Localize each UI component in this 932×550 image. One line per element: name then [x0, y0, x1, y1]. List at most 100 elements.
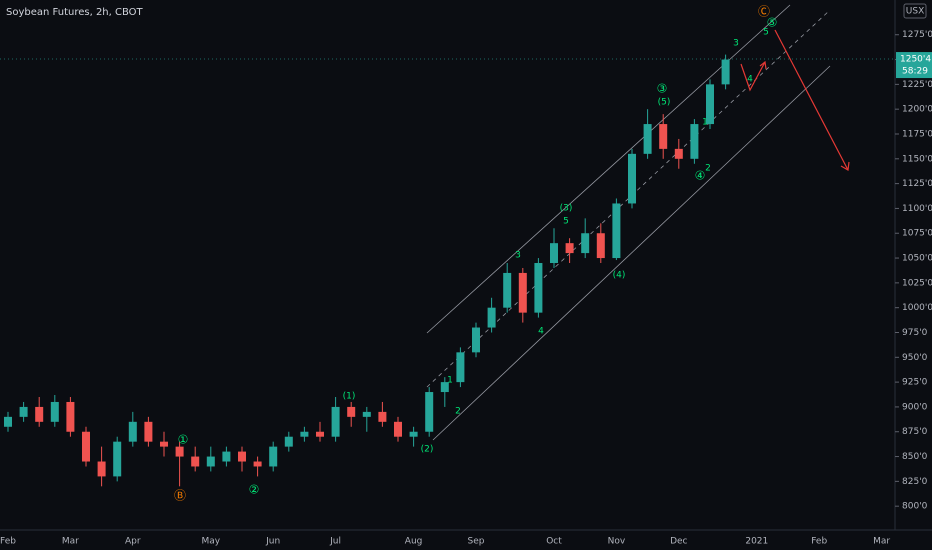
candle-body: [128, 421, 137, 442]
x-tick-label: May: [201, 537, 220, 547]
candle-body: [284, 436, 293, 447]
last-price-box: [896, 52, 932, 79]
wave-label: 5: [563, 217, 569, 227]
wave-label: ④: [695, 169, 706, 183]
candle-body: [425, 392, 434, 432]
wave-label: 3: [515, 251, 521, 261]
candle-body: [97, 461, 106, 477]
projection-arrows: [740, 29, 850, 171]
x-tick-label: Feb: [811, 537, 827, 547]
candle-body: [175, 446, 184, 457]
candle-body: [316, 431, 324, 437]
candle-body: [378, 411, 387, 422]
y-tick-label: 850'0: [902, 452, 928, 462]
candle-body: [300, 431, 309, 437]
candle-body: [565, 243, 574, 254]
wave-label: ①: [178, 433, 189, 447]
y-tick-label: 1100'0: [902, 204, 932, 214]
wave-label: 5: [763, 28, 769, 38]
x-tick-label: Nov: [608, 537, 626, 547]
y-tick-label: 950'0: [902, 353, 928, 363]
candle-body: [534, 263, 543, 313]
wave-label: Ⓑ: [174, 489, 186, 503]
y-tick-label: 925'0: [902, 378, 928, 388]
small-arrow: [740, 61, 766, 92]
x-tick-label: Sep: [468, 537, 485, 547]
wave-label: ⑤: [767, 16, 778, 30]
y-tick-label: 1225'0: [902, 80, 932, 90]
arrow-head: [840, 161, 850, 171]
candle-body: [253, 461, 262, 467]
y-tick-label: 1200'0: [902, 105, 932, 115]
candle-body: [82, 431, 90, 462]
y-tick-label: 1050'0: [902, 254, 932, 264]
wave-label: 4: [747, 75, 753, 85]
wave-label: Ⓒ: [758, 5, 770, 19]
wave-label: (2): [421, 445, 434, 455]
candle-body: [269, 446, 278, 467]
candle-body: [222, 451, 231, 462]
y-tick-label: 1150'0: [902, 154, 932, 164]
x-tick-label: Feb: [0, 537, 16, 547]
candle-body: [721, 59, 730, 85]
wave-label: 1: [702, 118, 708, 128]
candle-body: [66, 401, 75, 432]
x-tick-label: Dec: [670, 537, 687, 547]
candle-body: [612, 203, 621, 259]
wave-label: (4): [613, 271, 626, 281]
candle-body: [487, 307, 496, 328]
candle-body: [4, 416, 12, 427]
wave-label: 2: [455, 407, 461, 417]
candle-body: [706, 84, 714, 125]
candle-body: [191, 456, 200, 467]
y-tick-label: 1125'0: [902, 179, 932, 189]
candle-body: [643, 124, 652, 154]
wave-label: ③: [657, 82, 668, 96]
y-tick-label: 975'0: [902, 328, 928, 338]
wave-label: 4: [538, 327, 544, 337]
y-tick-label: 1275'0: [902, 30, 932, 40]
candle-body: [409, 431, 418, 437]
candle-body: [160, 441, 168, 447]
wave-label: (1): [343, 392, 356, 402]
big-arrow: [774, 29, 849, 171]
candle-body: [394, 421, 402, 437]
candle-body: [518, 272, 527, 313]
candle-body: [674, 148, 683, 159]
candle-body: [144, 421, 153, 442]
candle-body: [596, 233, 605, 259]
channel-lower: [432, 65, 831, 441]
candle-body: [690, 124, 699, 159]
candle-body: [113, 441, 122, 477]
y-tick-label: 1025'0: [902, 278, 932, 288]
candle-body: [550, 243, 558, 264]
wave-label: ②: [249, 483, 260, 497]
candle-body: [238, 451, 246, 462]
x-tick-label: 2021: [745, 537, 768, 547]
candle-body: [659, 124, 668, 149]
arrow-head: [759, 60, 767, 70]
x-tick-label: Oct: [546, 537, 562, 547]
currency-box[interactable]: [903, 3, 927, 19]
wave-label: 1: [447, 376, 453, 386]
x-tick-label: Mar: [62, 537, 79, 547]
x-tick-label: Jul: [329, 537, 341, 547]
candle-body: [331, 406, 340, 437]
last-price-label: 1250'4: [900, 55, 931, 65]
candle-body: [206, 456, 215, 467]
currency[interactable]: USX: [906, 7, 924, 17]
candle-body: [362, 411, 371, 417]
y-tick-label: 875'0: [902, 427, 928, 437]
candle-body: [456, 352, 465, 383]
wave-label: (3): [560, 204, 573, 214]
y-tick-label: 825'0: [902, 477, 928, 487]
candle-body: [440, 382, 449, 393]
candle-body: [19, 406, 28, 417]
wave-label: 3: [733, 39, 739, 49]
x-tick-label: Apr: [125, 537, 141, 547]
wave-label: 2: [705, 164, 711, 174]
candle-body: [347, 406, 356, 417]
y-tick-label: 1175'0: [902, 129, 932, 139]
chart-title: Soybean Futures, 2h, CBOT: [6, 7, 144, 18]
